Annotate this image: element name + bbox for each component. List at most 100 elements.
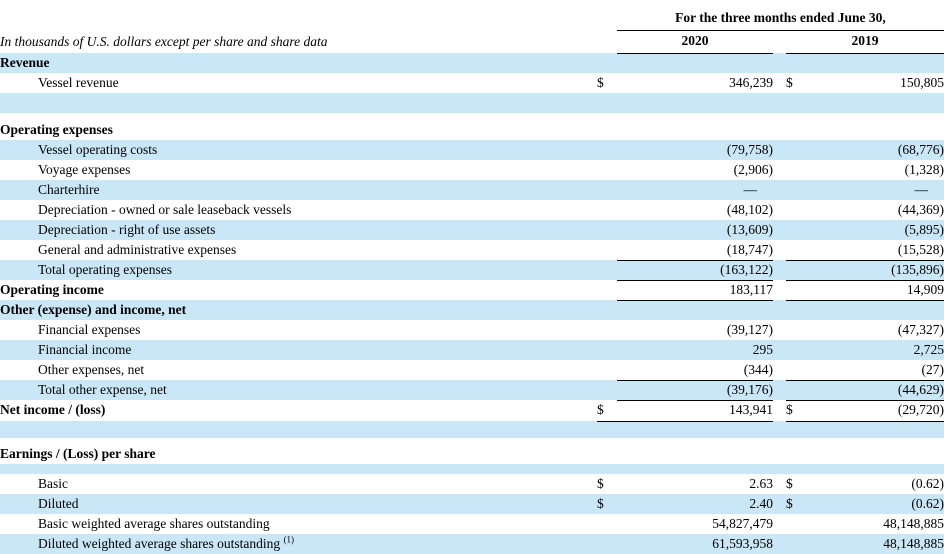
column-gap — [773, 534, 786, 554]
value-2020: (18,747) — [617, 240, 773, 261]
column-gap — [773, 53, 786, 73]
row-label: Vessel revenue — [38, 74, 119, 90]
value-2019 — [806, 421, 944, 438]
value-2020: (48,102) — [726, 201, 773, 217]
value-2019 — [806, 120, 944, 140]
column-gap — [773, 30, 786, 53]
currency-symbol-2020 — [597, 380, 617, 400]
spacer-row — [0, 93, 944, 113]
table-row: Operating expenses — [0, 120, 944, 140]
column-gap — [773, 180, 786, 200]
table-row: Charterhire — — — [0, 180, 944, 200]
currency-symbol-2020 — [597, 360, 617, 380]
table-row: Depreciation - owned or sale leaseback v… — [0, 200, 944, 220]
table-row: General and administrative expenses (18,7… — [0, 240, 944, 261]
table-row: Diluted weighted average shares outstand… — [0, 534, 944, 554]
currency-symbol-2019 — [786, 160, 806, 180]
period-header-row: For the three months ended June 30, — [0, 8, 944, 31]
row-label — [0, 421, 597, 438]
units-note: In thousands of U.S. dollars except per … — [0, 33, 328, 49]
row-label: Financial income — [38, 341, 132, 357]
currency-symbol-2020: $ — [597, 475, 604, 491]
currency-symbol-2019 — [786, 464, 806, 474]
empty-cell — [0, 8, 597, 30]
value-2020: (13,609) — [726, 221, 773, 237]
value-2019: 14,909 — [806, 280, 944, 301]
value-2019: (135,896) — [806, 260, 944, 281]
value-2019: (5,895) — [904, 221, 944, 237]
value-2020: 143,941 — [617, 400, 773, 422]
row-label: Total other expense, net — [38, 381, 167, 397]
spacer-row — [0, 421, 944, 438]
currency-symbol-2019 — [786, 53, 806, 73]
currency-symbol-2020 — [597, 240, 617, 260]
row-label: Earnings / (Loss) per share — [0, 446, 156, 462]
column-gap — [773, 140, 786, 160]
value-2020: 295 — [752, 341, 773, 357]
value-2020 — [617, 464, 773, 474]
table-row: Diluted $2.40 $ (0.62) — [0, 494, 944, 514]
value-2020: (2,906) — [733, 161, 773, 177]
value-2019: (1,328) — [904, 161, 944, 177]
currency-symbol-2019: $ — [786, 495, 793, 511]
table-row: Basic $2.63 $ (0.62) — [0, 474, 944, 494]
currency-symbol-2020 — [597, 93, 617, 113]
period-header: For the three months ended June 30, — [617, 8, 944, 31]
row-label: Operating income — [0, 281, 104, 297]
column-gap — [773, 474, 786, 494]
column-gap — [773, 240, 786, 260]
currency-symbol-2019 — [786, 438, 806, 445]
currency-symbol-2020 — [597, 53, 617, 73]
value-2019 — [806, 53, 944, 73]
row-label — [0, 93, 597, 113]
table-row: Vessel revenue $346,239 $150,805 — [0, 73, 944, 93]
value-2019 — [806, 300, 944, 320]
currency-symbol-2019: $ — [786, 74, 793, 90]
table-row: Net income / (loss) $143,941 $ (29,720) — [0, 400, 944, 422]
currency-symbol-2020 — [597, 340, 617, 360]
currency-symbol-2019 — [786, 514, 806, 534]
column-gap — [773, 445, 786, 464]
column-gap — [773, 421, 786, 438]
column-gap — [773, 300, 786, 320]
currency-symbol-2019: $ — [786, 400, 806, 422]
table-row: Revenue — [0, 53, 944, 73]
column-gap — [773, 160, 786, 180]
row-label: Operating expenses — [0, 121, 113, 137]
currency-symbol-2019 — [786, 340, 806, 360]
value-2020: (79,758) — [726, 141, 773, 157]
year-2019-header: 2019 — [786, 30, 944, 54]
currency-symbol-2020 — [597, 280, 617, 300]
currency-symbol-2019 — [786, 220, 806, 240]
column-gap — [773, 200, 786, 220]
currency-symbol-2019 — [786, 534, 806, 554]
value-2019: 150,805 — [900, 74, 944, 90]
value-2019: 2,725 — [913, 341, 944, 357]
currency-symbol-2019 — [786, 280, 806, 301]
value-2019: 48,148,885 — [883, 515, 944, 531]
value-2019: (47,327) — [897, 321, 944, 337]
currency-symbol-2019 — [786, 360, 806, 381]
table-row: Other expenses, net (344) (27) — [0, 360, 944, 381]
value-2020 — [617, 445, 773, 464]
value-2020 — [617, 120, 773, 140]
currency-symbol-2020 — [597, 160, 617, 180]
value-2019: (15,528) — [806, 240, 944, 261]
column-gap — [773, 220, 786, 240]
currency-symbol-2019 — [786, 240, 806, 261]
currency-symbol-2020 — [597, 200, 617, 220]
currency-symbol-2019 — [786, 113, 806, 120]
column-gap — [773, 280, 786, 300]
currency-symbol-2020 — [597, 421, 617, 438]
value-2020 — [617, 93, 773, 113]
value-2019: (29,720) — [806, 400, 944, 422]
currency-symbol-2020 — [597, 438, 617, 445]
value-2020 — [617, 113, 773, 120]
column-gap — [773, 320, 786, 340]
value-2020: 61,593,958 — [712, 535, 773, 551]
value-2020: — — [743, 181, 758, 197]
currency-symbol-2019 — [786, 445, 806, 464]
value-2019: 48,148,885 — [883, 535, 944, 551]
value-2019: (44,369) — [897, 201, 944, 217]
column-gap — [773, 438, 786, 445]
